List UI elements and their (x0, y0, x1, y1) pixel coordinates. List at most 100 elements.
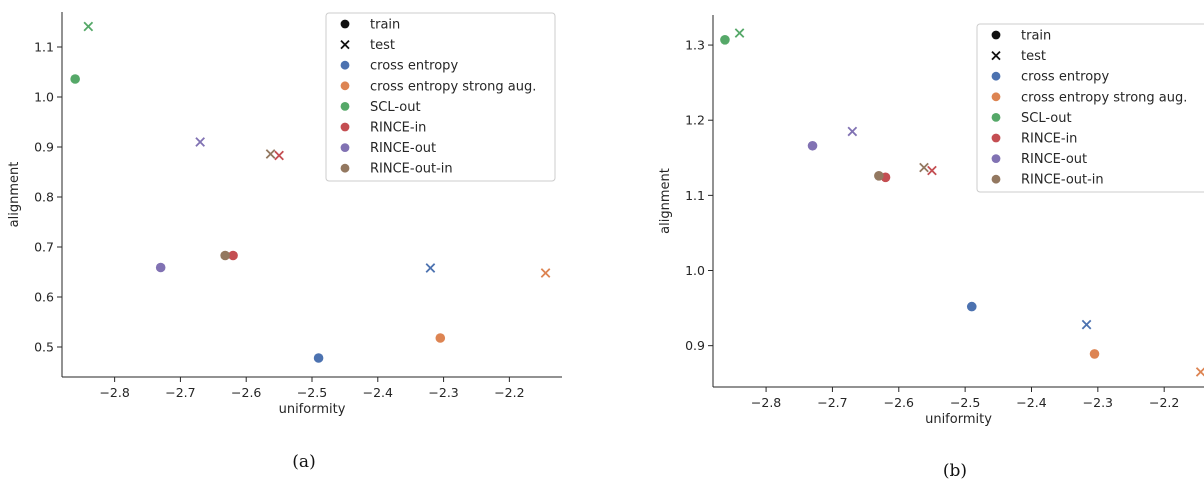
legend-label: test (370, 38, 395, 53)
legend-frame (976, 23, 1204, 193)
series-scl-out (70, 21, 94, 84)
legend-item-rince-out: RINCE-out (991, 152, 1087, 167)
y-tick-label: 1.1 (34, 40, 54, 55)
y-tick-label: 0.9 (34, 140, 54, 155)
legend-marker (991, 92, 1001, 102)
x-tick-label: −2.7 (165, 385, 195, 400)
legend-label: RINCE-out (370, 141, 436, 156)
train-point (720, 35, 730, 45)
y-tick-label: 0.9 (685, 338, 705, 353)
y-tick-label: 1.2 (685, 113, 705, 128)
test-point (540, 268, 551, 278)
test-point (425, 263, 436, 273)
legend-item-rince-out-in: RINCE-out-in (991, 173, 1104, 188)
figure-caption: (b) (943, 461, 967, 480)
series-cross-entropy-strong-aug- (1089, 349, 1204, 377)
train-point (220, 250, 230, 261)
legend-label: RINCE-out-in (370, 162, 453, 177)
legend-label: cross entropy strong aug. (1021, 90, 1187, 105)
legend-marker (991, 71, 1001, 81)
x-tick-label: −2.2 (494, 385, 524, 400)
legend-marker (991, 174, 1001, 184)
legend-marker (991, 154, 1001, 164)
x-tick-label: −2.4 (363, 385, 393, 400)
x-tick-label: −2.8 (99, 385, 129, 400)
series-rince-in (880, 165, 937, 183)
train-point (228, 250, 238, 261)
legend-marker (340, 19, 350, 29)
y-tick-label: 0.6 (34, 290, 54, 305)
legend-item-rince-in: RINCE-in (991, 132, 1077, 147)
legend-label: test (1021, 49, 1046, 64)
train-point (966, 301, 977, 312)
legend-label: train (370, 18, 400, 33)
test-point (919, 162, 929, 173)
legend-label: RINCE-in (370, 121, 426, 136)
legend-item-cross-entropy-strong-aug-: cross entropy strong aug. (340, 79, 536, 94)
chart-a: −2.8 −2.7 −2.6 −2.5 −2.4 −2.3 −2.2 0.5 0.6 0.7 0.8… (7, 12, 562, 472)
y-tick-label: 1.3 (685, 38, 705, 53)
legend-marker (991, 50, 1001, 61)
x-tick-label: −2.2 (1149, 395, 1179, 410)
legend-label: RINCE-out-in (1021, 173, 1104, 188)
train-point (807, 140, 818, 151)
test-point (1081, 319, 1092, 330)
x-tick-label: −2.6 (231, 385, 261, 400)
x-tick-label: −2.5 (950, 395, 980, 410)
legend-item-scl-out: SCL-out (991, 111, 1072, 126)
x-tick-label: −2.7 (817, 395, 847, 410)
legend-item-rince-out-in: RINCE-out-in (340, 162, 453, 177)
legend-label: RINCE-out (1021, 152, 1087, 167)
legend-item-rince-in: RINCE-in (340, 121, 426, 136)
train-point (155, 262, 166, 273)
figure-caption: (a) (292, 452, 315, 472)
legend-frame (325, 12, 556, 182)
x-tick-label: −2.3 (428, 385, 458, 400)
train-point (1089, 349, 1100, 359)
y-tick-label: 1.1 (685, 188, 705, 203)
train-point (435, 333, 446, 343)
legend-label: cross entropy strong aug. (370, 79, 536, 94)
legend-marker (340, 60, 350, 70)
y-axis-label: alignment (7, 162, 22, 228)
legend-marker (340, 163, 350, 173)
x-tick-label: −2.8 (751, 395, 781, 410)
legend-label: SCL-out (1021, 111, 1072, 126)
legend-item-cross-entropy-strong-aug-: cross entropy strong aug. (991, 90, 1187, 105)
legend-item-cross-entropy: cross entropy (991, 70, 1109, 85)
legend-item-train: train (340, 18, 400, 33)
legend-marker (340, 102, 350, 111)
test-point (927, 165, 937, 176)
train-point (70, 74, 80, 84)
x-tick-label: −2.6 (884, 395, 914, 410)
legend: train test cross entropy cross entropy stro… (325, 12, 556, 182)
y-tick-label: 0.5 (34, 340, 54, 355)
legend-marker (991, 133, 1001, 143)
test-point (274, 150, 284, 161)
series-rince-out-in (874, 162, 929, 181)
legend-label: RINCE-in (1021, 132, 1077, 147)
legend-label: cross entropy (1021, 70, 1109, 85)
x-axis-label: uniformity (925, 412, 992, 427)
x-tick-label: −2.5 (297, 385, 327, 400)
legend-marker (340, 39, 350, 50)
train-point (313, 353, 324, 363)
series-cross-entropy (966, 301, 1092, 330)
y-tick-label: 0.8 (34, 190, 54, 205)
series-rince-in (228, 150, 284, 261)
test-point (265, 149, 276, 159)
y-tick-label: 1.0 (685, 263, 705, 278)
legend-marker (340, 143, 350, 153)
series-rince-out (155, 137, 205, 273)
legend-marker (340, 81, 350, 91)
series-cross-entropy-strong-aug- (435, 268, 551, 343)
legend-item-test: test (340, 38, 395, 53)
legend-label: SCL-out (370, 100, 421, 115)
test-point (83, 21, 94, 32)
legend: train test cross entropy cross entropy stro… (976, 23, 1204, 193)
legend-marker (991, 30, 1001, 40)
series-rince-out (807, 126, 858, 151)
legend-marker (991, 113, 1001, 122)
test-point (195, 137, 205, 147)
legend-label: cross entropy (370, 59, 458, 74)
